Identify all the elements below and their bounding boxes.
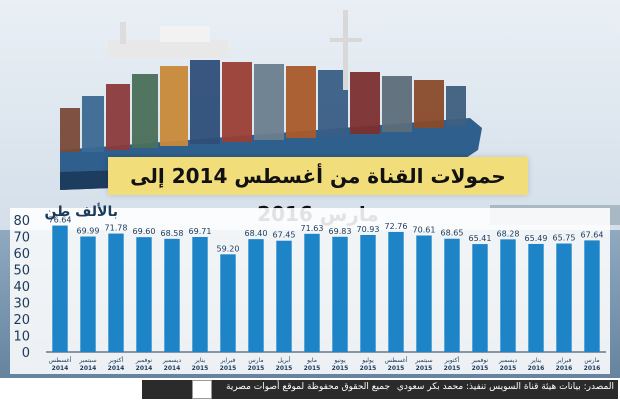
x-tick-month-14: أكتوبر: [444, 356, 460, 364]
bar-14: [444, 238, 460, 352]
bar-12: [388, 231, 404, 352]
x-tick-year-6: 2015: [220, 365, 237, 372]
x-tick-month-8: أبريل: [278, 356, 291, 364]
x-tick-month-18: فبراير: [556, 357, 572, 364]
x-tick-year-7: 2015: [248, 365, 265, 372]
footer-bar: [142, 380, 618, 399]
x-tick-year-1: 2014: [80, 365, 97, 372]
y-tick-label-0: 0: [22, 346, 30, 361]
x-tick-month-12: أغسطس: [385, 356, 408, 364]
x-tick-year-18: 2016: [556, 365, 573, 372]
bars: 76.64أغسطس201469.99سبتمبر201471.78أكتوبر…: [49, 216, 604, 372]
y-tick-label-70: 70: [13, 231, 30, 246]
data-label-17: 65.49: [525, 234, 548, 243]
bar-15: [472, 244, 488, 352]
y-tick-label-20: 20: [13, 313, 30, 328]
x-tick-month-15: نوفمبر: [471, 357, 489, 364]
x-tick-year-12: 2015: [388, 365, 405, 372]
publisher-logo: [192, 380, 212, 399]
bar-11: [360, 234, 376, 352]
x-tick-year-14: 2015: [444, 365, 461, 372]
data-label-2: 71.78: [105, 224, 128, 233]
x-tick-month-3: نوفمبر: [135, 357, 153, 364]
x-tick-month-1: سبتمبر: [78, 357, 96, 364]
data-label-13: 70.61: [413, 225, 436, 234]
x-tick-year-11: 2015: [360, 365, 377, 372]
x-tick-year-2: 2014: [108, 365, 125, 372]
x-tick-year-19: 2016: [584, 365, 601, 372]
copyright-notice: جميع الحقوق محفوظة لموقع أصوات مصرية: [226, 382, 391, 392]
x-tick-month-16: ديسمبر: [498, 357, 518, 364]
bar-13: [416, 235, 432, 352]
bar-19: [584, 240, 600, 352]
x-tick-year-16: 2015: [500, 365, 517, 372]
bar-7: [248, 239, 264, 352]
bar-17: [528, 243, 544, 352]
x-tick-month-4: ديسمبر: [162, 357, 182, 364]
y-tick-label-40: 40: [13, 280, 30, 295]
y-tick-label-50: 50: [13, 264, 30, 279]
y-tick-label-30: 30: [13, 297, 30, 312]
y-tick-label-80: 80: [13, 214, 30, 229]
x-tick-month-5: يناير: [194, 357, 206, 364]
bar-18: [556, 243, 572, 352]
bar-10: [332, 236, 348, 352]
x-tick-year-4: 2014: [164, 365, 181, 372]
source-credit: المصدر: بيانات هيئة قناة السويس تنفيذ: م…: [396, 382, 614, 392]
data-label-12: 72.76: [385, 222, 408, 231]
x-tick-month-6: فبراير: [220, 357, 236, 364]
data-label-4: 68.58: [161, 229, 184, 238]
x-tick-year-8: 2015: [276, 365, 293, 372]
x-tick-year-5: 2015: [192, 365, 209, 372]
x-tick-month-13: سبتمبر: [414, 357, 432, 364]
x-tick-month-0: أغسطس: [49, 356, 72, 364]
bar-0: [52, 225, 68, 352]
x-tick-year-3: 2014: [136, 365, 153, 372]
bar-4: [164, 238, 180, 352]
x-tick-year-15: 2015: [472, 365, 489, 372]
bar-9: [304, 233, 320, 352]
data-label-1: 69.99: [77, 227, 100, 236]
x-tick-month-9: مايو: [306, 357, 317, 364]
bar-2: [108, 233, 124, 352]
x-tick-year-9: 2015: [304, 365, 321, 372]
x-tick-month-17: يناير: [530, 357, 542, 364]
data-label-5: 69.71: [189, 227, 212, 236]
data-label-0: 76.64: [49, 216, 72, 225]
data-label-18: 65.75: [553, 234, 576, 243]
bar-5: [192, 236, 208, 352]
data-label-6: 59.20: [217, 244, 240, 253]
data-label-3: 69.60: [133, 227, 156, 236]
data-label-10: 69.83: [329, 227, 352, 236]
bar-3: [136, 237, 152, 352]
y-tick-label-10: 10: [13, 330, 30, 345]
x-tick-year-17: 2016: [528, 365, 545, 372]
x-tick-year-13: 2015: [416, 365, 433, 372]
x-tick-month-11: يوليو: [361, 357, 374, 364]
data-label-9: 71.63: [301, 224, 324, 233]
data-label-16: 68.28: [497, 229, 520, 238]
data-label-7: 68.40: [245, 229, 268, 238]
x-tick-month-7: مارس: [248, 357, 263, 364]
bar-8: [276, 240, 292, 352]
data-label-14: 68.65: [441, 229, 464, 238]
data-label-19: 67.64: [581, 230, 604, 239]
x-tick-month-19: مارس: [584, 357, 599, 364]
x-tick-month-2: أكتوبر: [108, 356, 124, 364]
x-tick-month-10: يونيو: [333, 357, 346, 364]
data-label-11: 70.93: [357, 225, 380, 234]
bar-6: [220, 254, 236, 352]
bar-1: [80, 236, 96, 352]
y-axis-label: بالألف طن: [44, 203, 118, 220]
bar-16: [500, 239, 516, 352]
data-label-8: 67.45: [273, 231, 296, 240]
x-tick-year-0: 2014: [52, 365, 69, 372]
data-label-15: 65.41: [469, 234, 492, 243]
y-tick-label-60: 60: [13, 247, 30, 262]
x-tick-year-10: 2015: [332, 365, 349, 372]
